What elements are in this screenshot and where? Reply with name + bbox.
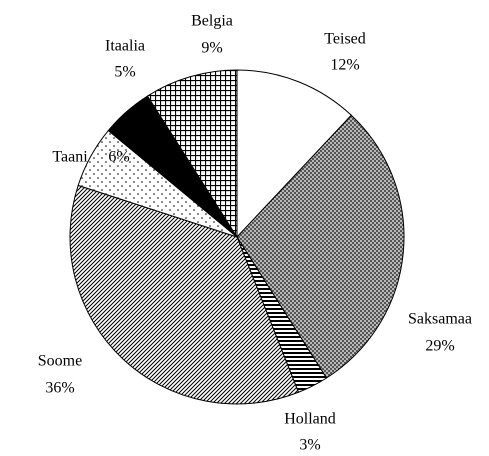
value-label: 6% — [108, 149, 129, 166]
value-label: 36% — [45, 380, 74, 397]
pie-slice — [146, 69, 238, 239]
slice-label: Holland — [284, 411, 336, 428]
slice-label: Teised — [324, 31, 366, 48]
slice-label: Belgia — [191, 13, 233, 30]
pie-slice — [236, 114, 405, 379]
value-label: 3% — [299, 437, 320, 454]
slice-label: Saksamaa — [408, 311, 472, 328]
value-label: 29% — [425, 338, 454, 355]
slice-label: Taani — [52, 149, 88, 166]
slice-label: Soome — [38, 353, 82, 370]
value-label: 12% — [330, 57, 359, 74]
pie-slice — [236, 69, 353, 239]
slice-label: Itaalia — [105, 38, 145, 55]
value-label: 5% — [114, 64, 135, 81]
value-label: 9% — [201, 40, 222, 57]
pie-slice — [69, 184, 300, 405]
